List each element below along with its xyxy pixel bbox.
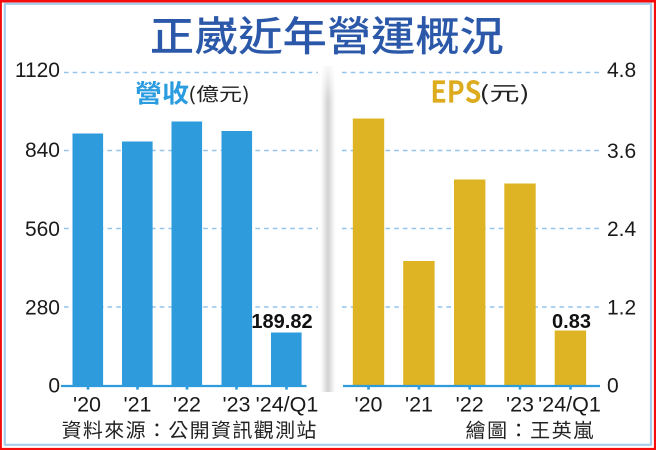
svg-text:'22: '22 bbox=[456, 393, 484, 417]
svg-text:280: 280 bbox=[25, 297, 60, 320]
svg-text:'20: '20 bbox=[73, 393, 101, 417]
svg-text:'20: '20 bbox=[354, 393, 382, 417]
svg-text:'24/Q1: '24/Q1 bbox=[256, 393, 319, 417]
svg-text:'21: '21 bbox=[123, 393, 151, 417]
svg-text:'24/Q1: '24/Q1 bbox=[538, 393, 601, 417]
svg-text:1120: 1120 bbox=[15, 59, 60, 82]
svg-text:'21: '21 bbox=[405, 393, 433, 417]
svg-text:189.82: 189.82 bbox=[251, 311, 312, 333]
svg-text:3.6: 3.6 bbox=[607, 140, 636, 163]
svg-text:4.8: 4.8 bbox=[607, 59, 636, 82]
svg-text:'23: '23 bbox=[506, 393, 534, 417]
svg-text:'23: '23 bbox=[222, 393, 250, 417]
svg-text:'22: '22 bbox=[173, 393, 201, 417]
svg-text:0.83: 0.83 bbox=[552, 311, 591, 333]
svg-text:2.4: 2.4 bbox=[607, 218, 637, 241]
svg-text:840: 840 bbox=[25, 139, 60, 162]
svg-text:0: 0 bbox=[48, 375, 60, 398]
svg-text:560: 560 bbox=[25, 218, 60, 241]
svg-text:1.2: 1.2 bbox=[607, 297, 636, 320]
svg-text:0: 0 bbox=[607, 375, 619, 398]
